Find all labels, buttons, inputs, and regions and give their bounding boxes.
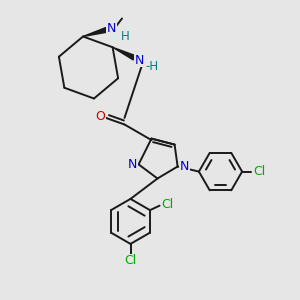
Text: N: N — [179, 160, 189, 173]
Text: N: N — [106, 22, 116, 35]
Text: -H: -H — [145, 60, 158, 73]
Text: Cl: Cl — [124, 254, 136, 268]
Text: N: N — [134, 54, 144, 67]
Text: H: H — [121, 30, 129, 43]
Text: Cl: Cl — [253, 165, 265, 178]
Text: N: N — [128, 158, 137, 171]
Text: O: O — [95, 110, 105, 123]
Polygon shape — [83, 28, 107, 37]
Polygon shape — [112, 47, 135, 60]
Text: Cl: Cl — [162, 198, 174, 211]
